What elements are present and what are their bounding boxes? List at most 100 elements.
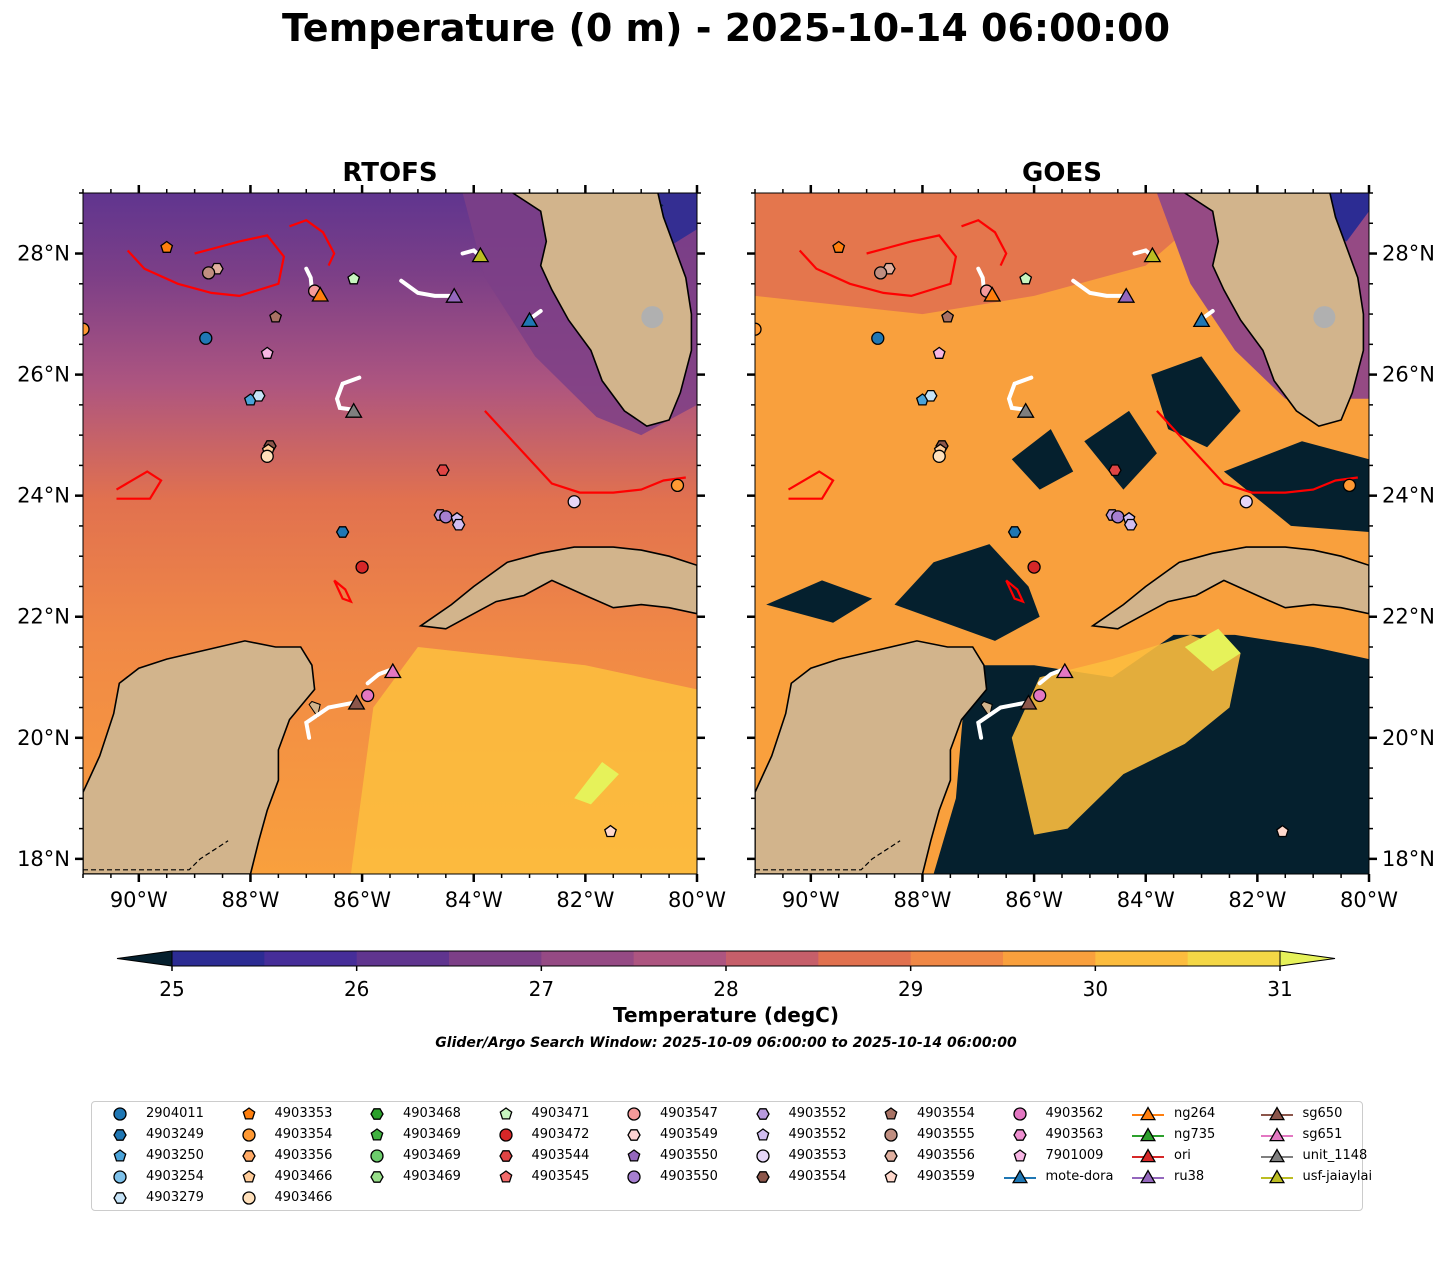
legend-triangle-icon xyxy=(1139,1127,1157,1142)
lon-tick-label: 84°W xyxy=(1117,888,1175,912)
hot-patch xyxy=(574,762,619,805)
glider-marker-usf-jaiaylai xyxy=(1143,246,1162,263)
cloud-mask xyxy=(1223,441,1369,532)
legend-label: 4903254 xyxy=(146,1169,204,1184)
legend-marker-icon xyxy=(1012,1107,1027,1121)
legend-marker-icon xyxy=(113,1192,127,1204)
colorbar-extend-over xyxy=(1279,950,1336,967)
argo-marker-4903555 xyxy=(201,266,216,280)
colorbar-bin xyxy=(726,951,819,966)
argo-marker-4903471 xyxy=(347,272,361,285)
lon-tick-label: 84°W xyxy=(445,888,503,912)
argo-marker-4903552 xyxy=(451,518,466,531)
legend-marker-icon xyxy=(755,1108,770,1120)
lon-tick-label: 86°W xyxy=(1005,888,1063,912)
glider-marker-sg650 xyxy=(347,694,366,710)
glider-track-unit_1148 xyxy=(1006,375,1034,412)
argo-marker-4903466 xyxy=(260,449,274,463)
colorbar-bin xyxy=(633,951,727,966)
colorbar-tick-label: 25 xyxy=(159,977,184,1001)
legend-label: 4903550 xyxy=(660,1169,718,1184)
legend-label: 4903466 xyxy=(274,1169,333,1184)
legend-marker-icon xyxy=(241,1191,256,1205)
colorbar-bin xyxy=(449,951,542,966)
argo-marker-4903562 xyxy=(361,688,375,703)
colorbar-tick-label: 27 xyxy=(529,977,554,1001)
lon-tick-label: 90°W xyxy=(782,888,840,912)
argo-marker-7901009 xyxy=(260,346,274,359)
legend-label: ng735 xyxy=(1174,1127,1216,1142)
legend-label: 4903554 xyxy=(917,1106,975,1121)
colorbar-bin xyxy=(1095,951,1189,966)
legend-symbol-icon xyxy=(627,1107,641,1121)
colorbar-bin xyxy=(910,951,1004,966)
colorbar-bin xyxy=(1003,951,1096,966)
legend-marker-icon xyxy=(755,1171,770,1183)
lat-tick-label: 24°N xyxy=(17,484,70,508)
glider-marker-unit_1148 xyxy=(1016,402,1035,418)
legend-triangle-icon xyxy=(1268,1148,1285,1163)
legend-symbol-icon xyxy=(627,1129,641,1141)
glider-marker-ng264 xyxy=(311,286,330,302)
colorbar-tick-label: 31 xyxy=(1267,977,1292,1001)
lat-tick-label: 24°N xyxy=(1382,484,1435,508)
cuba-land xyxy=(418,546,697,630)
legend-marker-icon xyxy=(1012,1129,1027,1141)
argo-marker-4903353 xyxy=(832,240,846,253)
lon-tick-label: 82°W xyxy=(1228,888,1286,912)
legend-label: 4903353 xyxy=(274,1106,333,1121)
legend-marker-icon xyxy=(755,1149,770,1163)
goes-map-panel: 90°W 88°W 86°W 84°W 82°W 80°W 18°N 20°N 22°N 24°N… xyxy=(747,185,1435,912)
colorbar-bin xyxy=(1187,951,1281,966)
cloud-mask xyxy=(1151,356,1241,448)
legend-symbol-icon xyxy=(241,1128,256,1142)
warm-region xyxy=(350,647,697,874)
florida-land xyxy=(1183,193,1365,427)
legend-triangle-icon xyxy=(1139,1106,1157,1121)
legend-symbol-icon xyxy=(498,1150,513,1162)
colorbar-extend-under xyxy=(116,950,173,967)
legend-marker-icon xyxy=(113,1170,127,1184)
legend-symbol-icon xyxy=(1012,1107,1027,1121)
legend-marker-icon xyxy=(1260,1106,1293,1121)
lake-okeechobee xyxy=(641,306,664,329)
legend-label: 4903249 xyxy=(146,1127,204,1142)
rtofs-map-panel: 90°W 88°W 86°W 84°W 82°W 80°W 18°N 20°N 22°N 24°N… xyxy=(17,185,726,912)
glider-track-mote-dora xyxy=(1202,309,1215,320)
legend-marker-icon xyxy=(499,1170,512,1183)
legend-marker-icon xyxy=(627,1170,641,1184)
legend-label: 2904011 xyxy=(146,1106,204,1121)
north-band xyxy=(755,193,1230,315)
lat-tick-label: 26°N xyxy=(17,363,70,387)
legend-symbol-icon xyxy=(113,1192,127,1204)
map-body xyxy=(83,193,697,874)
legend-marker-icon xyxy=(242,1107,255,1120)
colorbar-bin xyxy=(541,951,635,966)
legend-label: 4903553 xyxy=(788,1148,847,1163)
legend-marker-icon xyxy=(1132,1127,1164,1142)
legend-label: 4903544 xyxy=(531,1148,590,1163)
legend-symbol-icon xyxy=(884,1107,898,1120)
thermal-front-contour xyxy=(484,410,686,494)
lon-tick-label: 80°W xyxy=(1340,888,1398,912)
legend-marker-icon xyxy=(884,1170,898,1183)
legend-marker-icon xyxy=(1003,1169,1036,1184)
argo-marker-2904011 xyxy=(871,331,885,345)
argo-marker-4903552 xyxy=(1123,518,1138,531)
figure-title: Temperature (0 m) - 2025-10-14 06:00:00 xyxy=(281,6,1171,50)
glider-marker-ru38 xyxy=(1117,287,1136,303)
lat-tick-label: 28°N xyxy=(1382,242,1435,266)
hot-patch xyxy=(1184,628,1241,672)
lon-tick-label: 82°W xyxy=(556,888,614,912)
argo-marker-2904011 xyxy=(199,331,213,345)
glider-marker-mote-dora xyxy=(1192,311,1211,328)
thermal-front-contour xyxy=(961,218,1008,267)
colorbar-tick-label: 29 xyxy=(898,977,923,1001)
cloud-mask xyxy=(1011,429,1074,490)
legend-symbol-icon xyxy=(756,1128,769,1141)
legend-marker-icon xyxy=(242,1170,255,1183)
legend-symbol-icon xyxy=(755,1171,770,1183)
legend-symbol-icon xyxy=(755,1149,770,1163)
legend-marker-icon xyxy=(113,1149,127,1162)
argo-marker-4903544 xyxy=(436,464,450,477)
